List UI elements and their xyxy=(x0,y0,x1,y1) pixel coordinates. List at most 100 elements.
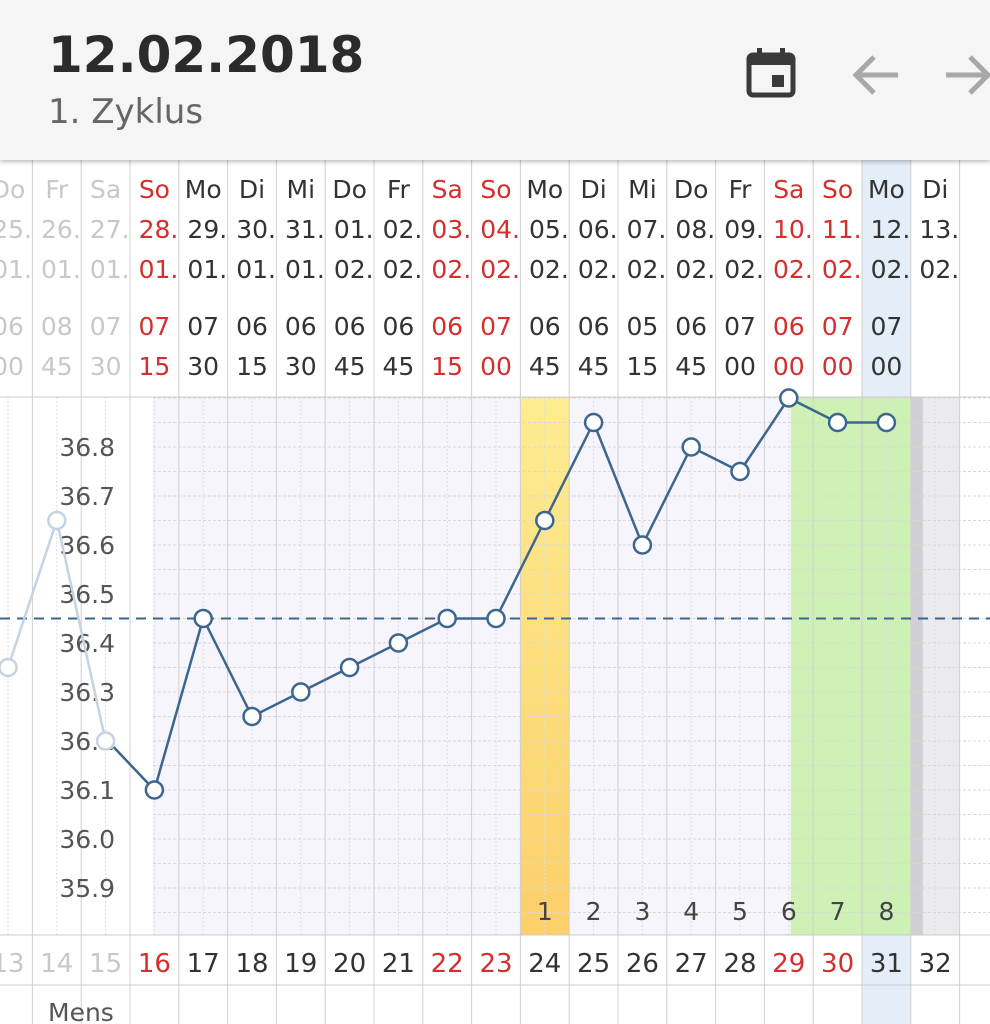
weekday-label: So xyxy=(822,175,853,204)
time-hour-label: 08 xyxy=(41,312,73,341)
time-hour-label: 06 xyxy=(578,312,610,341)
previous-cycle-point xyxy=(0,657,18,678)
y-tick-label: 36.3 xyxy=(59,678,115,707)
day-label: 30. xyxy=(236,215,276,244)
cycle-day-label: 22 xyxy=(431,949,464,979)
day-label: 08. xyxy=(675,215,715,244)
cycle-day-label: 20 xyxy=(333,949,366,979)
time-minute-label: 15 xyxy=(431,352,463,381)
time-minute-label: 45 xyxy=(382,352,414,381)
weekday-label: So xyxy=(139,175,170,204)
rise-counter-label: 1 xyxy=(537,897,553,926)
day-label: 06. xyxy=(578,215,618,244)
temperature-point xyxy=(730,461,750,482)
weekday-label: Do xyxy=(332,175,367,204)
rise-counter-label: 3 xyxy=(634,897,650,926)
cycle-day-label: 28 xyxy=(723,949,756,979)
temperature-point xyxy=(437,608,457,629)
time-minute-label: 00 xyxy=(870,352,902,381)
weekday-label: Mo xyxy=(868,175,905,204)
cycle-day-label: 17 xyxy=(187,949,220,979)
temperature-chart: Do25.01.060013Fr26.01.084514Sa27.01.0730… xyxy=(0,160,990,1024)
calendar-icon[interactable] xyxy=(742,45,802,105)
time-hour-label: 07 xyxy=(138,312,170,341)
day-label: 27. xyxy=(90,215,130,244)
day-label: 01. xyxy=(334,215,374,244)
time-hour-label: 06 xyxy=(334,312,366,341)
cycle-day-label: 15 xyxy=(89,949,122,979)
temperature-point xyxy=(535,510,555,531)
month-label: 02. xyxy=(822,255,862,284)
cycle-day-label: 16 xyxy=(138,949,171,979)
weekday-label: Do xyxy=(674,175,709,204)
time-minute-label: 15 xyxy=(236,352,268,381)
day-label: 11. xyxy=(822,215,862,244)
month-label: 02. xyxy=(871,255,911,284)
arrow-right-icon[interactable] xyxy=(940,45,990,105)
time-minute-label: 00 xyxy=(0,352,24,381)
day-label: 03. xyxy=(431,215,471,244)
cycle-day-label: 26 xyxy=(626,949,659,979)
weekday-label: Sa xyxy=(90,175,121,204)
time-hour-label: 06 xyxy=(431,312,463,341)
month-label: 02. xyxy=(773,255,813,284)
temperature-point xyxy=(144,780,165,800)
y-tick-label: 36.1 xyxy=(59,776,115,805)
y-tick-label: 36.8 xyxy=(59,433,115,462)
temperature-point xyxy=(827,412,848,433)
time-hour-label: 06 xyxy=(236,312,268,341)
day-label: 13. xyxy=(919,215,959,244)
mens-row-label: Mens xyxy=(48,998,114,1024)
month-label: 01. xyxy=(139,255,179,284)
time-hour-label: 05 xyxy=(626,312,658,341)
cycle-day-label: 14 xyxy=(40,949,73,979)
previous-cycle-point xyxy=(95,731,116,751)
app-header: 12.02.2018 1. Zyklus xyxy=(0,0,990,160)
temperature-line xyxy=(153,396,887,791)
day-label: 02. xyxy=(383,215,423,244)
time-hour-label: 06 xyxy=(382,312,414,341)
weekday-label: Mi xyxy=(287,175,316,204)
time-hour-label: 07 xyxy=(724,312,756,341)
cycle-day-label: 13 xyxy=(0,949,25,979)
y-tick-label: 35.9 xyxy=(59,874,115,903)
time-minute-label: 30 xyxy=(285,352,317,381)
month-label: 02. xyxy=(724,255,764,284)
weekday-label: Mo xyxy=(185,175,222,204)
temperature-point xyxy=(779,388,799,408)
cycle-day-label: 23 xyxy=(479,949,512,979)
time-minute-label: 45 xyxy=(334,352,366,381)
weekday-label: Mi xyxy=(628,175,657,204)
y-tick-label: 36.7 xyxy=(59,482,115,511)
temperature-point xyxy=(242,706,262,727)
previous-cycle-point xyxy=(47,510,67,531)
temperature-point xyxy=(632,535,653,555)
time-minute-label: 30 xyxy=(187,352,219,381)
month-label: 02. xyxy=(578,255,618,284)
temperature-point xyxy=(681,437,701,457)
month-label: 01. xyxy=(236,255,276,284)
cycle-day-label: 32 xyxy=(919,949,952,979)
infertile-phase-band xyxy=(790,397,911,935)
time-minute-label: 45 xyxy=(529,352,561,381)
time-hour-label: 07 xyxy=(187,312,219,341)
month-label: 01. xyxy=(90,255,130,284)
day-label: 09. xyxy=(724,215,764,244)
month-label: 01. xyxy=(285,255,325,284)
cycle-subtitle: 1. Zyklus xyxy=(48,92,204,132)
cycle-day-label: 27 xyxy=(675,949,708,979)
time-minute-label: 15 xyxy=(626,352,658,381)
day-label: 25. xyxy=(0,215,32,244)
time-minute-label: 00 xyxy=(773,352,805,381)
y-tick-label: 36.0 xyxy=(59,825,115,854)
rise-counter-label: 7 xyxy=(830,897,846,926)
time-hour-label: 06 xyxy=(773,312,805,341)
month-label: 02. xyxy=(480,255,520,284)
day-label: 31. xyxy=(285,215,325,244)
weekday-label: Fr xyxy=(729,175,753,204)
future-column-edge xyxy=(910,397,923,935)
arrow-left-icon[interactable] xyxy=(846,45,906,105)
day-label: 28. xyxy=(139,215,179,244)
weekday-label: Fr xyxy=(387,175,411,204)
page-title: 12.02.2018 xyxy=(48,26,365,84)
